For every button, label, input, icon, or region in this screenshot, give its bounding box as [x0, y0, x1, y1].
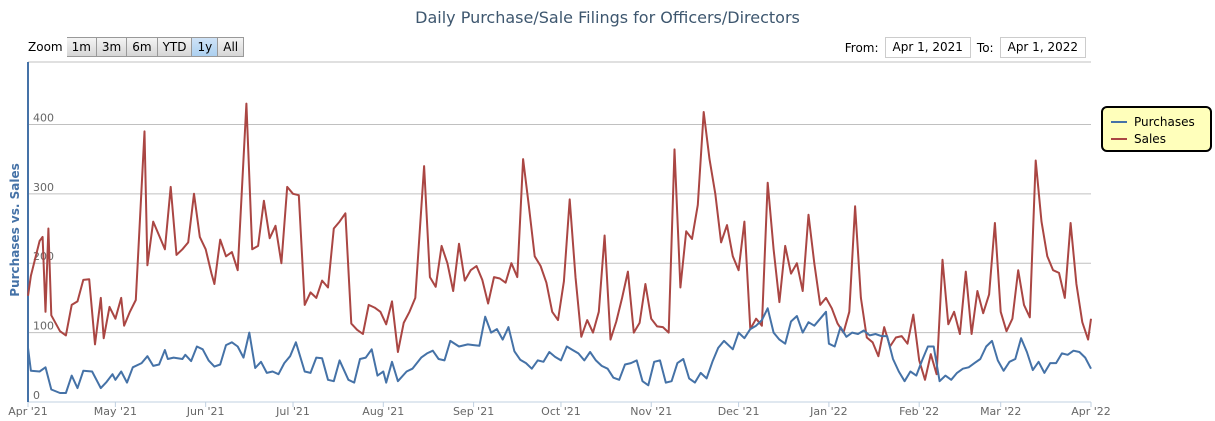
- zoom-ytd-button[interactable]: YTD: [157, 37, 193, 57]
- series-line-sales[interactable]: [27, 102, 1092, 381]
- legend-swatch-purchases: [1111, 121, 1127, 123]
- legend-label-sales: Sales: [1134, 132, 1166, 146]
- zoom-all-button[interactable]: All: [218, 37, 245, 57]
- y-tick-label: 400: [33, 111, 54, 124]
- legend-label-purchases: Purchases: [1134, 115, 1195, 129]
- zoom-3m-button[interactable]: 3m: [96, 37, 128, 57]
- x-tick-label: Apr '22: [1071, 405, 1111, 418]
- zoom-control: Zoom 1m 3m 6m YTD 1y All: [28, 37, 245, 57]
- y-tick-label: 100: [33, 320, 54, 333]
- date-range-selector: From: Apr 1, 2021 To: Apr 1, 2022: [845, 37, 1092, 58]
- x-tick-label: Jun '21: [186, 405, 225, 418]
- series-line-purchases[interactable]: [27, 307, 1092, 394]
- x-tick-label: Apr '21: [8, 405, 48, 418]
- from-date-input[interactable]: Apr 1, 2021: [884, 37, 971, 58]
- chart-title: Daily Purchase/Sale Filings for Officers…: [415, 8, 800, 27]
- zoom-6m-button[interactable]: 6m: [127, 37, 158, 57]
- series-lines: [27, 102, 1092, 394]
- zoom-1m-button[interactable]: 1m: [66, 37, 97, 57]
- legend: Purchases Sales: [1101, 106, 1212, 152]
- y-tick-label: 0: [33, 389, 40, 402]
- x-tick-label: Feb '22: [899, 405, 939, 418]
- x-tick-label: Oct '21: [541, 405, 581, 418]
- x-tick-label: Jul '21: [275, 405, 310, 418]
- y-axis-title: Purchases vs. Sales: [8, 163, 22, 296]
- x-tick-label: Aug '21: [362, 405, 404, 418]
- grid-lines: [28, 61, 1091, 403]
- zoom-label: Zoom: [28, 40, 63, 54]
- x-tick-label: Mar '22: [980, 405, 1021, 418]
- x-tick-label: Dec '21: [718, 405, 760, 418]
- from-label: From:: [844, 40, 879, 55]
- x-tick-label: Jan '22: [809, 405, 847, 418]
- to-label: To:: [976, 40, 994, 55]
- zoom-1y-button[interactable]: 1y: [192, 37, 219, 57]
- legend-item-purchases[interactable]: Purchases: [1111, 115, 1195, 129]
- y-tick-label: 300: [33, 181, 54, 194]
- x-tick-label: Nov '21: [630, 405, 672, 418]
- legend-item-sales[interactable]: Sales: [1111, 132, 1166, 146]
- x-tick-label: May '21: [94, 405, 137, 418]
- to-date-input[interactable]: Apr 1, 2022: [999, 37, 1086, 58]
- x-tick-label: Sep '21: [453, 405, 494, 418]
- legend-swatch-sales: [1111, 138, 1127, 140]
